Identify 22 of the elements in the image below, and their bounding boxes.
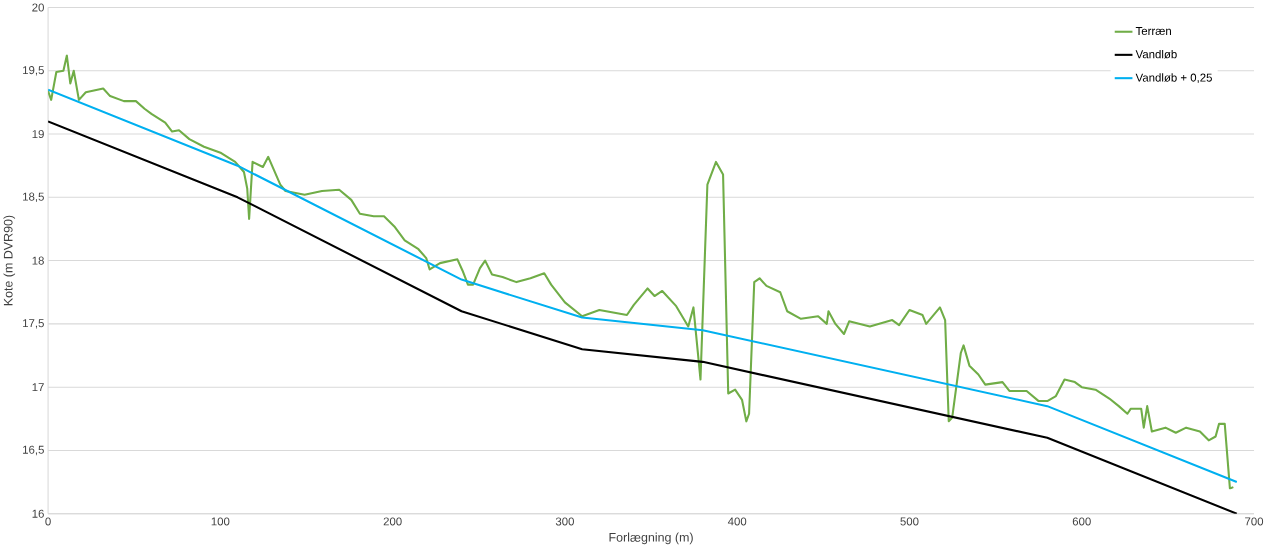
y-tick-label: 19 [32, 130, 44, 139]
y-tick-label: 17,5 [23, 319, 44, 329]
x-tick-label: 200 [383, 517, 402, 526]
y-tick-label: 16,5 [23, 445, 44, 456]
x-tick-label: 100 [211, 517, 230, 526]
legend-label: Terræn [1135, 27, 1171, 36]
y-tick-label: 20 [32, 3, 44, 12]
x-tick-label: 700 [1245, 517, 1264, 526]
x-tick-label: 600 [1072, 517, 1091, 526]
y-tick-label: 18,5 [23, 192, 44, 203]
y-tick-label: 19,5 [23, 66, 44, 76]
legend-label: Vandløb + 0,25 [1135, 73, 1212, 84]
x-axis-title: Forlægning (m) [609, 532, 693, 545]
y-tick-label: 16 [32, 509, 44, 518]
x-tick-label: 400 [727, 517, 747, 526]
x-tick-label: 300 [555, 517, 574, 526]
legend-label: Vandløb [1135, 50, 1177, 59]
y-axis-title: Kote (m DVR90) [3, 215, 16, 306]
y-tick-label: 17 [32, 383, 44, 392]
x-tick-label: 0 [45, 517, 51, 526]
x-tick-label: 500 [900, 517, 919, 526]
y-tick-label: 18 [32, 256, 44, 265]
